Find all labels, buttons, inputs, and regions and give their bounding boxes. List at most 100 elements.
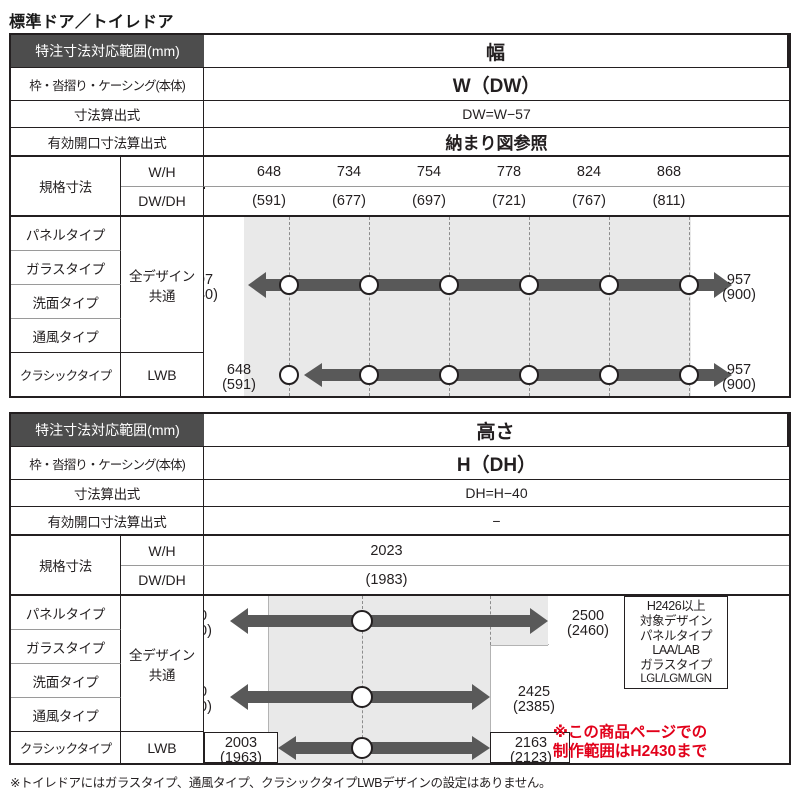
width-dw-value-1: (677) — [309, 187, 389, 217]
label-formula-height: 寸法算出式 — [11, 480, 204, 507]
label-lwb-width: LWB — [121, 353, 204, 396]
width-dw-value-0: (591) — [229, 187, 309, 217]
height-lwb-right-sub: (2123) — [510, 750, 552, 763]
callout-line-1: 対象デザイン — [639, 613, 713, 628]
height-arrow-lwb — [278, 736, 490, 760]
width-lwb-left-main: 648 — [226, 362, 252, 378]
width-wh-pad — [204, 157, 229, 187]
label-panel-type-width: パネルタイプ — [11, 217, 121, 251]
height-heading: 高さ — [476, 421, 515, 443]
label-washbasin-type-height: 洗面タイプ — [11, 664, 121, 698]
all-design-line2-h: 共通 — [148, 667, 176, 683]
red-note-line1: ※この商品ページでの — [552, 724, 708, 741]
width-spec-table: 特注寸法対応範囲(mm) 幅 枠・沓摺り・ケーシング(本体) W（DW） 寸法算… — [9, 33, 791, 398]
height-heading-cell: 高さ — [204, 414, 789, 447]
label-lwb-height: LWB — [121, 732, 204, 763]
height-label-bg-panel — [548, 596, 624, 644]
label-wh-height: W/H — [121, 536, 204, 566]
height-callout-box: H2426以上 対象デザイン パネルタイプ LAA/LAB ガラスタイプ LGL… — [624, 596, 728, 690]
height-wh-value: 2023 — [204, 536, 569, 566]
label-formula-width: 寸法算出式 — [11, 101, 204, 128]
label-standard-size-width: 規格寸法 — [11, 157, 121, 217]
height-wh-pad — [569, 536, 789, 566]
height-common-right-dim: 2425 (2385) — [493, 684, 575, 715]
height-label-bg-lwb-left — [204, 732, 278, 763]
height-panel-left-sub: (1700) — [204, 623, 212, 640]
width-opening-formula-text: 納まり図参照 — [445, 134, 548, 153]
height-symbol: H（DH） — [456, 454, 537, 476]
width-arrow-graphics — [248, 272, 732, 387]
width-heading-cell: 幅 — [204, 35, 789, 68]
red-note-line2: 制作範囲はH2430まで — [552, 742, 708, 760]
width-lwb-right-sub: (900) — [722, 377, 756, 394]
height-label-bg-lwb-right — [490, 732, 570, 763]
label-opening-formula-height: 有効開口寸法算出式 — [11, 507, 204, 536]
height-lwb-left-main: 2003 — [224, 735, 258, 751]
gridline-754 — [449, 217, 450, 396]
height-shade-mid — [268, 645, 490, 732]
label-vent-type-width: 通風タイプ — [11, 319, 121, 353]
spacer — [204, 187, 205, 189]
label-custom-range-width: 特注寸法対応範囲(mm) — [11, 35, 204, 68]
height-step-line — [490, 645, 548, 646]
width-dw-value-5: (811) — [629, 187, 709, 217]
width-diagram: 597 (540) 957 (900) 648 (591) 957 (900) — [204, 217, 789, 396]
all-design-line1-h: 全デザイン — [129, 647, 195, 663]
label-custom-range-height: 特注寸法対応範囲(mm) — [11, 414, 204, 447]
height-lwb-right-main: 2163 — [514, 735, 548, 751]
height-panel-right-sub: (2460) — [567, 623, 609, 640]
height-opening-formula-value: − — [204, 507, 789, 536]
height-panel-left-dim: 1740 (1700) — [204, 608, 236, 640]
label-vent-type-height: 通風タイプ — [11, 698, 121, 732]
width-wh-value-2: 754 — [389, 157, 469, 187]
height-common-left-sub: (1700) — [204, 699, 212, 716]
width-dw-pad — [204, 187, 229, 217]
label-glass-type-height: ガラスタイプ — [11, 630, 121, 664]
callout-line-3: LAA/LAB — [652, 643, 700, 658]
gridline-2023 — [362, 596, 363, 763]
label-panel-type-height: パネルタイプ — [11, 596, 121, 630]
width-wh-value-5: 868 — [629, 157, 709, 187]
label-dwdh-height: DW/DH — [121, 566, 204, 596]
height-lwb-left-sub: (1963) — [220, 750, 262, 763]
gridline-778 — [529, 217, 530, 396]
height-panel-right-dim: 2500 (2460) — [550, 608, 626, 640]
height-red-note: ※この商品ページでの 制作範囲はH2430まで — [480, 724, 780, 762]
width-dw-value-3: (721) — [469, 187, 549, 217]
width-dw-pad-right — [709, 187, 789, 217]
label-all-design-common-height: 全デザイン 共通 — [121, 596, 204, 732]
width-wh-pad-right — [709, 157, 789, 187]
width-dw-value-4: (767) — [549, 187, 629, 217]
width-arrow-common — [248, 272, 732, 298]
width-dw-value-2: (697) — [389, 187, 469, 217]
width-heading: 幅 — [485, 42, 505, 64]
callout-line-2: パネルタイプ — [639, 628, 713, 643]
height-formula-value: DH=H−40 — [204, 480, 789, 507]
width-common-left-main: 597 — [204, 272, 214, 288]
footnote-text: ※トイレドアにはガラスタイプ、通風タイプ、クラシックタイプLWBデザインの設定は… — [10, 776, 552, 790]
width-wh-value-0: 648 — [229, 157, 309, 187]
height-arrow-panel — [230, 608, 548, 634]
height-lwb-left-dim: 2003 (1963) — [204, 735, 280, 763]
width-arrow-lwb — [279, 363, 732, 387]
width-lwb-right-main: 957 — [726, 362, 752, 378]
gridline-868 — [689, 217, 690, 396]
gridline-824 — [609, 217, 610, 396]
width-formula-value: DW=W−57 — [204, 101, 789, 128]
height-common-left-main: 1740 — [204, 684, 236, 700]
width-common-right-sub: (900) — [722, 287, 756, 304]
label-frame-height: 枠・沓摺り・ケーシング(本体) — [11, 447, 204, 480]
all-design-line1: 全デザイン — [129, 268, 195, 284]
height-arrow-graphics — [230, 600, 624, 760]
height-step-edge-mid — [490, 645, 491, 763]
width-wh-value-3: 778 — [469, 157, 549, 187]
callout-line-0: H2426以上 — [646, 599, 706, 613]
width-common-right-dim: 957 (900) — [696, 272, 782, 304]
width-symbol: W（DW） — [452, 75, 541, 97]
label-classic-type-height: クラシックタイプ — [11, 732, 121, 763]
width-wh-value-4: 824 — [549, 157, 629, 187]
label-standard-size-height: 規格寸法 — [11, 536, 121, 596]
width-opening-formula-value: 納まり図参照 — [204, 128, 789, 157]
label-classic-type-width: クラシックタイプ — [11, 353, 121, 396]
